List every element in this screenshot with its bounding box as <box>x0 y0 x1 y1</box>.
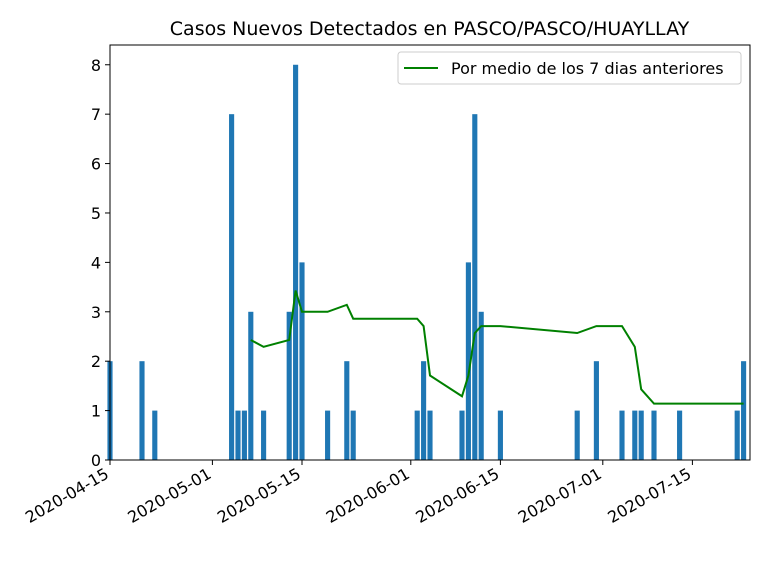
bar <box>414 410 420 460</box>
bar <box>421 361 427 460</box>
bar <box>651 410 657 460</box>
series-line <box>250 290 744 405</box>
bar <box>593 361 599 460</box>
bar <box>152 410 158 460</box>
bar <box>248 311 254 460</box>
bar <box>574 410 580 460</box>
bar <box>261 410 267 460</box>
chart-title: Casos Nuevos Detectados en PASCO/PASCO/H… <box>170 18 690 40</box>
y-tick-label: 0 <box>91 451 101 470</box>
y-tick-label: 6 <box>91 155 101 174</box>
bar <box>465 262 471 460</box>
bar <box>677 410 683 460</box>
bar <box>741 361 747 460</box>
bar <box>350 410 356 460</box>
bar <box>229 114 235 461</box>
bar <box>638 410 644 460</box>
bar <box>293 64 299 460</box>
bar <box>286 311 292 460</box>
bar <box>632 410 638 460</box>
bar <box>241 410 247 460</box>
bar <box>427 410 433 460</box>
y-tick-label: 5 <box>91 204 101 223</box>
y-tick-label: 3 <box>91 303 101 322</box>
bar <box>734 410 740 460</box>
y-tick-label: 7 <box>91 105 101 124</box>
bar <box>299 262 305 460</box>
bar <box>344 361 350 460</box>
bar <box>619 410 625 460</box>
bar <box>497 410 503 460</box>
legend: Por medio de los 7 dias anteriores <box>397 51 742 85</box>
bar <box>139 361 145 460</box>
bar <box>325 410 331 460</box>
plot-frame <box>109 44 751 461</box>
y-tick-label: 1 <box>91 402 101 421</box>
y-tick-label: 2 <box>91 352 101 371</box>
y-tick-label: 8 <box>91 56 101 75</box>
bars-layer <box>107 64 747 461</box>
bar <box>472 114 478 461</box>
y-tick-label: 4 <box>91 253 101 272</box>
bar <box>235 410 241 460</box>
line-layer <box>250 290 744 405</box>
bar <box>459 410 465 460</box>
legend-box <box>397 51 742 85</box>
legend-label: Por medio de los 7 dias anteriores <box>451 59 724 78</box>
bar <box>478 311 484 460</box>
